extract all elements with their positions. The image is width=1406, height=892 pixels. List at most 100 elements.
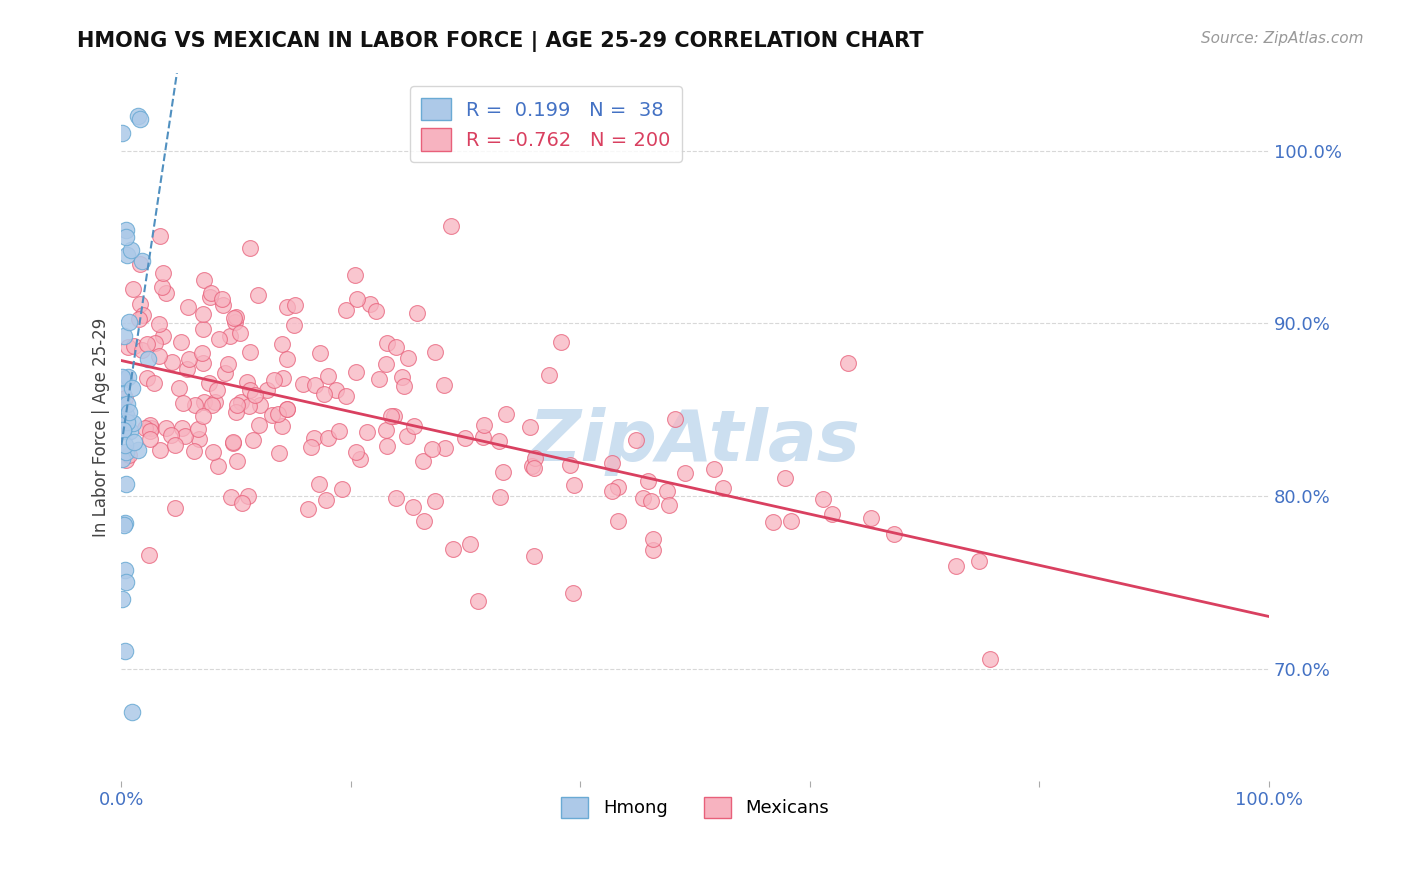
Point [112,404,135,418]
Point [239,344,262,359]
Point [143,335,166,350]
Point [249,418,271,433]
Point [396,351,419,365]
Point [112,329,135,343]
Point [256,384,278,398]
Point [967,554,990,568]
Point [328,424,350,438]
Point [231,495,253,509]
Point [474,418,496,433]
Point [141,421,163,435]
Point [631,491,654,505]
Legend: Hmong, Mexicans: Hmong, Mexicans [554,789,837,825]
Point [380,409,402,424]
Point [174,429,197,443]
Point [207,459,229,474]
Point [193,356,215,370]
Point [118,315,141,329]
Point [136,370,159,384]
Point [211,298,233,312]
Point [491,465,513,479]
Point [396,429,419,443]
Point [520,459,543,474]
Point [762,515,785,529]
Point [152,266,174,280]
Point [176,300,198,314]
Point [271,336,294,351]
Point [267,408,290,422]
Point [191,306,214,320]
Point [637,474,659,488]
Point [454,431,477,445]
Point [236,375,259,389]
Point [270,419,292,434]
Point [193,394,215,409]
Point [780,515,803,529]
Point [129,257,152,271]
Point [276,402,298,417]
Point [273,371,295,385]
Point [711,481,734,495]
Point [111,591,134,606]
Point [115,248,138,262]
Point [114,516,136,530]
Point [606,480,628,494]
Point [155,420,177,434]
Point [405,306,427,320]
Point [122,282,145,296]
Point [837,356,859,370]
Point [114,391,136,405]
Point [343,268,366,282]
Point [304,377,326,392]
Point [176,361,198,376]
Point [219,491,242,505]
Point [217,357,239,371]
Point [128,112,150,126]
Point [458,537,481,551]
Point [114,644,136,658]
Point [112,425,135,439]
Point [121,416,143,430]
Point [193,273,215,287]
Point [142,376,165,390]
Point [640,494,662,508]
Point [167,381,190,395]
Point [155,285,177,300]
Point [344,445,367,459]
Y-axis label: In Labor Force | Age 25-29: In Labor Force | Age 25-29 [93,318,110,537]
Point [643,532,665,546]
Point [523,451,546,466]
Point [384,340,406,354]
Point [558,458,581,473]
Point [658,498,681,512]
Point [249,398,271,412]
Point [188,433,211,447]
Point [162,355,184,369]
Point [375,439,398,453]
Point [821,507,844,521]
Point [120,244,142,258]
Point [201,445,224,459]
Point [356,425,378,439]
Point [127,109,149,123]
Point [224,314,246,328]
Point [413,514,436,528]
Point [488,490,510,504]
Point [314,387,336,401]
Point [204,395,226,409]
Point [131,343,153,358]
Point [148,349,170,363]
Point [183,443,205,458]
Point [115,477,138,491]
Point [218,328,240,343]
Point [115,415,138,429]
Point [114,445,136,459]
Point [375,335,398,350]
Point [148,317,170,331]
Point [170,421,193,435]
Point [184,399,207,413]
Point [260,409,283,423]
Point [139,418,162,433]
Point [222,436,245,450]
Point [655,483,678,498]
